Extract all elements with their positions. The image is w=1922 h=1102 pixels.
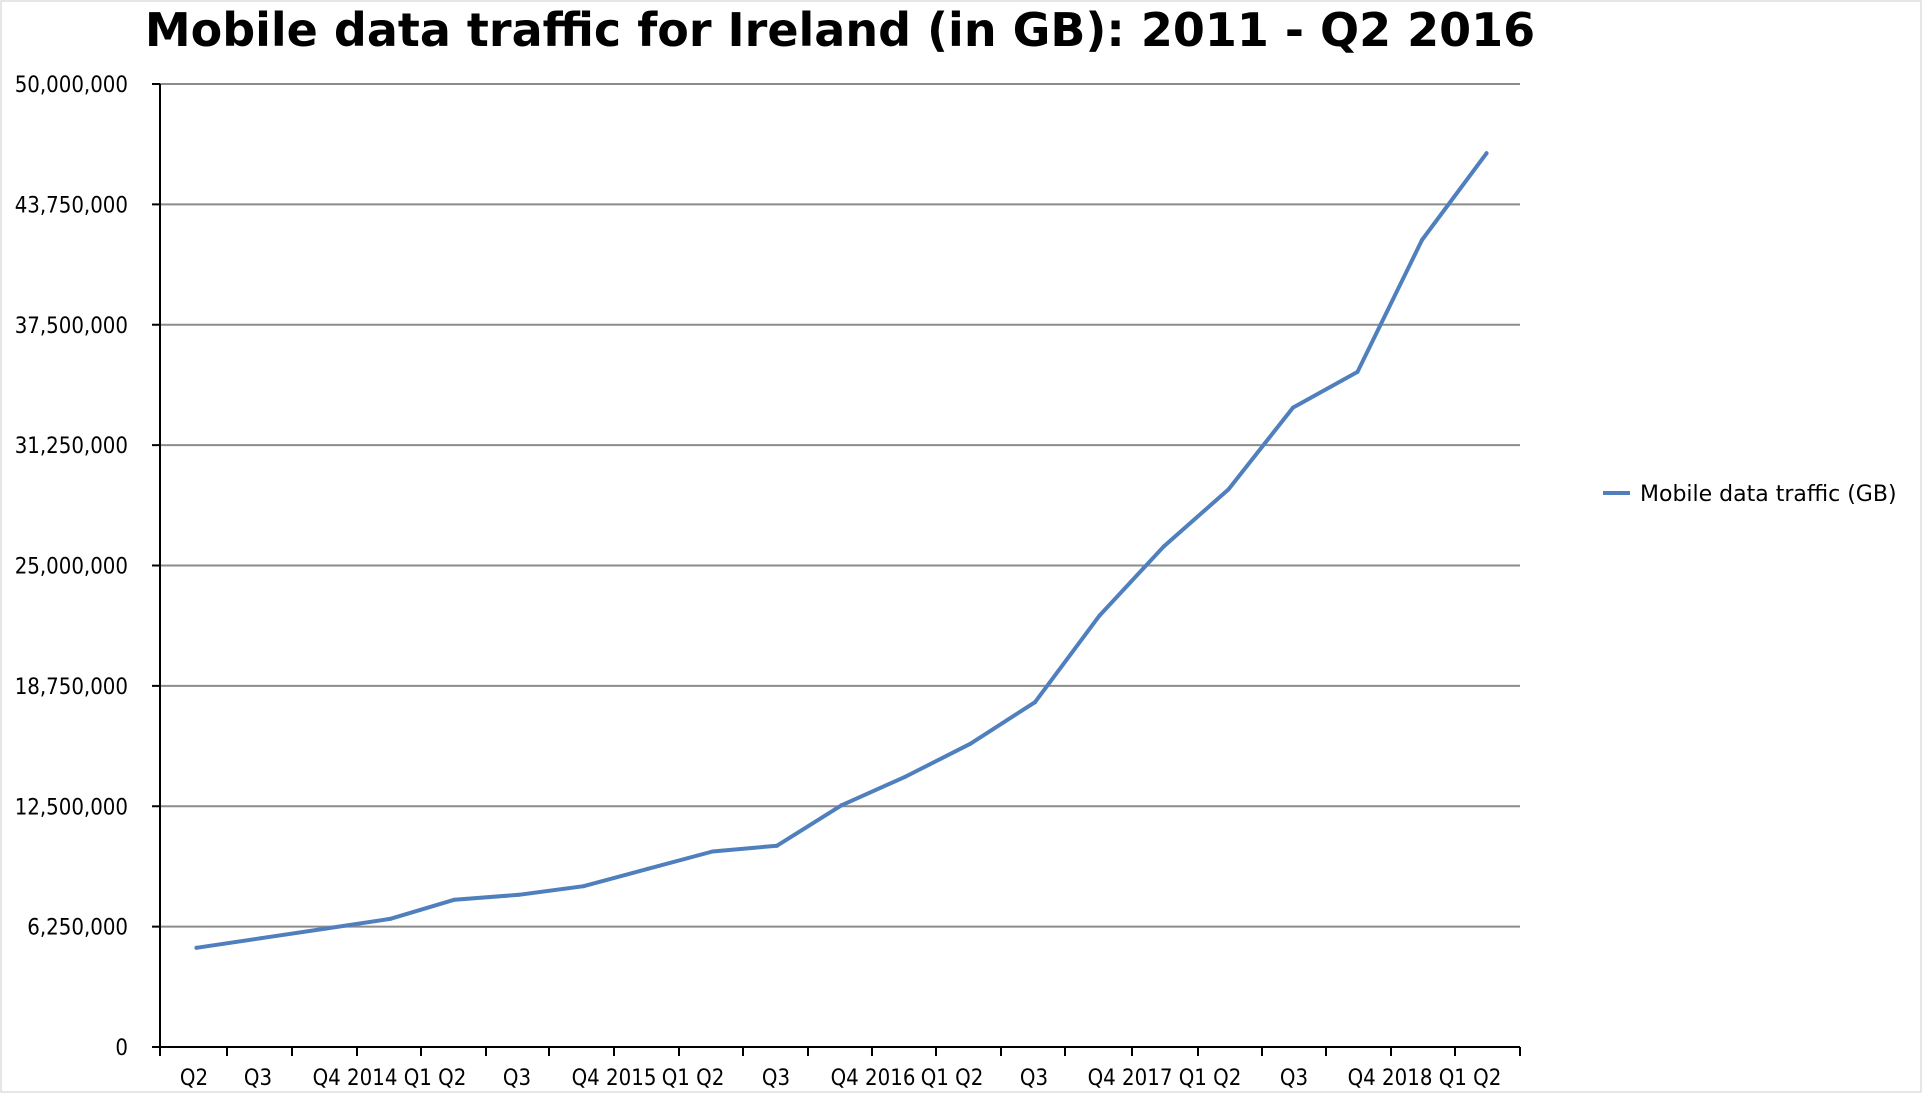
x-tick-label: Q3: [1280, 1066, 1308, 1091]
data-point-0: [194, 945, 199, 950]
data-point-2: [323, 926, 328, 931]
x-tick-label: Q4 2014: [313, 1066, 398, 1091]
y-tick-label: 43,750,000: [15, 193, 128, 218]
data-point-12: [968, 741, 973, 746]
data-point-17: [1291, 405, 1295, 410]
gridlines: [160, 83, 1520, 928]
legend-label: Mobile data traffic (GB): [1640, 482, 1897, 507]
x-tick-label: Q3: [1020, 1066, 1048, 1091]
data-point-8: [710, 849, 715, 854]
legend: Mobile data traffic (GB): [1603, 482, 1897, 507]
y-tick-label: 50,000,000: [15, 73, 128, 98]
x-tick-label: Q1 Q2: [404, 1066, 467, 1091]
data-point-9: [775, 843, 779, 848]
x-tick-label: Q3: [503, 1066, 531, 1091]
x-tick-label: Q4 2016: [831, 1066, 916, 1091]
data-point-4: [452, 897, 457, 902]
y-tick-label: 31,250,000: [15, 434, 128, 459]
y-tick-label: 0: [115, 1036, 128, 1061]
x-tick-label: Q1 Q2: [921, 1066, 984, 1091]
data-point-13: [1033, 700, 1037, 705]
chart-title: Mobile data traffic for Ireland (in GB):…: [145, 3, 1535, 57]
series-points: [194, 151, 1489, 950]
x-tick-label: Q1 Q2: [1439, 1066, 1502, 1091]
y-tick-label: 12,500,000: [15, 795, 128, 820]
data-point-6: [581, 884, 586, 889]
data-point-10: [839, 803, 844, 808]
y-tick-label: 25,000,000: [15, 555, 128, 580]
data-point-18: [1355, 369, 1360, 374]
y-axis-ticks: 0 6,250,000 12,500,000 18,750,000 25,000,000…: [15, 73, 160, 1061]
y-tick-label: 37,500,000: [15, 314, 128, 339]
y-tick-label: 6,250,000: [27, 916, 128, 941]
x-tick-label: Q4 2018: [1348, 1066, 1433, 1091]
x-tick-label: Q1 Q2: [1179, 1066, 1242, 1091]
data-point-5: [517, 892, 521, 897]
data-point-20: [1484, 151, 1489, 156]
x-tick-label: Q3: [244, 1066, 272, 1091]
x-tick-label: Q4 2015: [572, 1066, 657, 1091]
data-point-1: [259, 936, 263, 941]
data-point-3: [388, 916, 392, 921]
x-axis-ticks: Q2 Q3 Q4 2014 Q1 Q2 Q3 Q4 2015 Q1 Q2 Q3 Q4 2016 Q…: [159, 1047, 1521, 1091]
y-tick-label: 18,750,000: [15, 675, 128, 700]
x-tick-label: Q3: [762, 1066, 790, 1091]
data-point-11: [904, 774, 908, 779]
data-point-16: [1226, 487, 1231, 492]
data-point-14: [1097, 613, 1102, 618]
x-tick-label: Q2: [180, 1066, 208, 1091]
x-tick-label: Q4 2017: [1088, 1066, 1173, 1091]
data-point-7: [646, 866, 650, 871]
x-tick-label: Q1 Q2: [662, 1066, 725, 1091]
data-point-19: [1420, 238, 1424, 242]
data-point-15: [1162, 544, 1166, 549]
